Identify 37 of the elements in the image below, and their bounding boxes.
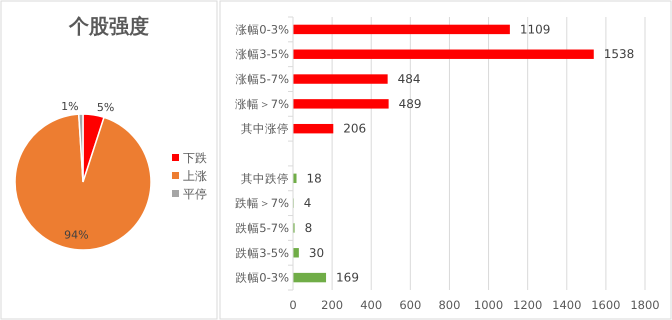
data-label: 18 bbox=[306, 171, 322, 186]
x-tick-label: 1600 bbox=[591, 298, 621, 312]
chart-title: 个股强度 bbox=[68, 14, 149, 38]
legend-label: 下跌 bbox=[183, 151, 207, 165]
x-tick-label: 1400 bbox=[552, 298, 582, 312]
data-label: 1109 bbox=[520, 22, 550, 36]
y-tick-label: 跌幅3-5% bbox=[235, 246, 290, 260]
legend-label: 上涨 bbox=[183, 169, 207, 183]
x-tick-label: 400 bbox=[360, 298, 382, 312]
y-tick-label: 涨幅3-5% bbox=[235, 47, 290, 62]
x-tick-label: 1200 bbox=[513, 298, 542, 312]
data-label: 4 bbox=[304, 196, 312, 210]
data-label: 8 bbox=[304, 220, 312, 235]
data-label: 484 bbox=[398, 72, 421, 86]
data-label: 1538 bbox=[604, 47, 634, 62]
data-label: 489 bbox=[398, 96, 422, 111]
y-tick-label: 涨幅0-3% bbox=[235, 22, 290, 36]
x-tick-label: 800 bbox=[438, 298, 460, 312]
x-tick-label: 600 bbox=[399, 298, 422, 312]
y-tick-label: 跌幅＞7% bbox=[234, 196, 290, 210]
data-label: 94% bbox=[64, 228, 89, 242]
x-tick-label: 1800 bbox=[630, 298, 660, 312]
y-tick-label: 跌幅0-3% bbox=[235, 270, 290, 285]
x-tick-label: 1000 bbox=[474, 298, 504, 312]
legend-label: 平停 bbox=[183, 187, 207, 201]
x-tick-label: 200 bbox=[321, 298, 344, 312]
data-label: 5% bbox=[96, 100, 114, 114]
data-label: 30 bbox=[308, 246, 324, 260]
y-tick-label: 涨幅5-7% bbox=[235, 72, 290, 86]
x-tick-label: 0 bbox=[289, 298, 297, 312]
y-tick-label: 跌幅5-7% bbox=[235, 220, 290, 235]
y-tick-label: 其中涨停 bbox=[241, 122, 289, 136]
data-label: 206 bbox=[343, 122, 366, 136]
y-tick-label: 其中跌停 bbox=[241, 171, 289, 186]
y-tick-label: 涨幅＞7% bbox=[234, 96, 290, 111]
data-label: 1% bbox=[61, 100, 79, 113]
data-label: 169 bbox=[336, 270, 359, 285]
